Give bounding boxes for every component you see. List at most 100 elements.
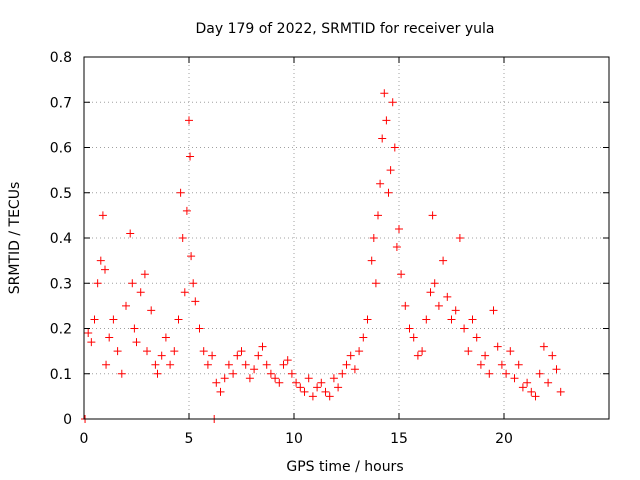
data-point — [485, 369, 494, 378]
x-tick-label: 15 — [390, 431, 408, 447]
data-point — [143, 347, 151, 356]
data-point — [300, 387, 309, 396]
data-point — [401, 301, 410, 310]
data-points — [81, 89, 565, 423]
data-point — [334, 383, 343, 392]
data-point — [182, 206, 191, 215]
x-tick-label: 10 — [285, 431, 303, 447]
data-point — [98, 211, 107, 220]
y-tick-label: 0.7 — [50, 95, 72, 111]
data-point — [113, 347, 122, 356]
data-point — [258, 342, 267, 351]
data-point — [203, 360, 212, 369]
data-point — [386, 166, 395, 175]
data-point — [233, 351, 242, 360]
data-point — [552, 365, 561, 374]
data-point — [304, 374, 313, 383]
data-point — [371, 279, 380, 288]
data-point — [395, 224, 403, 233]
data-point — [166, 360, 175, 369]
y-tick-label: 0.2 — [50, 322, 72, 338]
data-point — [130, 324, 139, 333]
data-point — [317, 378, 326, 387]
data-point — [405, 324, 414, 333]
data-point — [140, 270, 149, 279]
data-point — [96, 256, 105, 265]
y-tick-label: 0.6 — [50, 141, 72, 157]
data-point — [468, 315, 477, 324]
data-point — [409, 333, 418, 342]
data-point — [186, 152, 195, 161]
data-point — [254, 351, 263, 360]
data-point — [359, 333, 368, 342]
data-point — [493, 342, 502, 351]
data-point — [279, 360, 288, 369]
data-point — [132, 338, 141, 347]
data-point — [426, 288, 435, 297]
data-point — [191, 297, 200, 306]
data-point — [90, 315, 99, 324]
data-point — [321, 387, 330, 396]
data-point — [128, 279, 137, 288]
data-point — [380, 89, 389, 98]
data-point — [325, 392, 334, 401]
x-tick-label: 5 — [185, 431, 194, 447]
data-point — [514, 360, 523, 369]
data-point — [472, 333, 481, 342]
data-point — [136, 288, 145, 297]
data-point — [283, 356, 292, 365]
axis-ticks: 0 0.1 0.2 0.3 0.4 0.5 0.6 0.7 0.8 0 5 10 15 20 — [50, 50, 609, 447]
data-point — [384, 188, 393, 197]
data-point — [460, 324, 469, 333]
data-point — [157, 351, 166, 360]
data-point — [413, 351, 422, 360]
data-point — [367, 256, 376, 265]
data-point — [476, 360, 485, 369]
data-point — [105, 333, 114, 342]
y-tick-label: 0.1 — [50, 367, 72, 383]
data-point — [527, 387, 536, 396]
data-point — [126, 229, 135, 238]
data-point — [292, 378, 301, 387]
data-point — [497, 360, 506, 369]
data-point — [447, 315, 456, 324]
data-point — [271, 374, 280, 383]
data-point — [382, 116, 391, 125]
data-point — [556, 387, 565, 396]
data-point — [245, 374, 254, 383]
data-point — [531, 392, 540, 401]
data-point — [287, 369, 296, 378]
data-point — [455, 234, 464, 242]
data-point — [87, 338, 96, 347]
data-point — [376, 179, 385, 188]
data-point — [296, 383, 305, 392]
data-point — [363, 315, 372, 324]
data-point — [195, 324, 204, 333]
data-point — [109, 315, 118, 324]
data-point — [180, 288, 189, 297]
y-tick-label: 0.8 — [50, 50, 72, 66]
data-point — [418, 347, 427, 356]
data-point — [451, 306, 460, 315]
data-point — [275, 378, 284, 387]
data-point — [151, 360, 160, 369]
data-point — [308, 392, 317, 401]
data-point — [392, 243, 401, 252]
data-point — [93, 279, 102, 288]
data-point — [102, 360, 111, 369]
y-tick-label: 0 — [63, 412, 72, 428]
data-point — [428, 211, 437, 220]
data-point — [189, 279, 198, 288]
data-point — [329, 374, 338, 383]
data-point — [388, 98, 397, 107]
data-point — [241, 360, 250, 369]
data-point — [355, 347, 364, 356]
data-point — [176, 188, 185, 197]
data-point — [117, 369, 126, 378]
data-point — [502, 369, 511, 378]
data-point — [430, 279, 439, 288]
data-point — [489, 306, 498, 315]
data-point — [350, 365, 359, 374]
data-point — [224, 360, 233, 369]
data-point — [506, 347, 515, 356]
